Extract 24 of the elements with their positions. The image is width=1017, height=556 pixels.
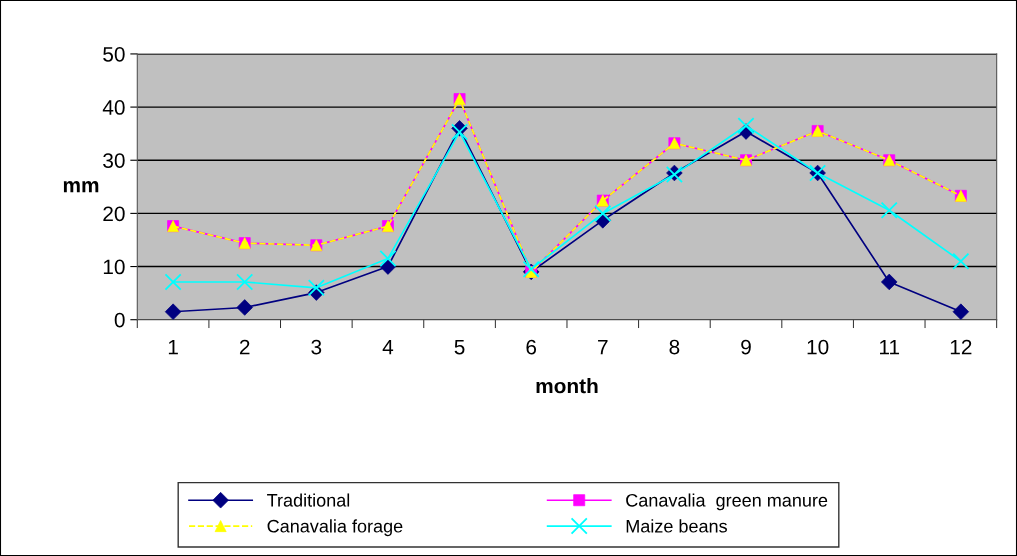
legend-label: Canavalia forage [267, 519, 403, 537]
x-tick-label: 10 [807, 339, 829, 355]
y-axis-title: mm [63, 180, 99, 193]
legend-label: Traditional [267, 493, 350, 507]
x-tick-label: 8 [669, 339, 680, 355]
y-tick-label: 10 [103, 259, 125, 275]
y-tick-label: 50 [103, 46, 125, 62]
y-tick-label: 30 [103, 153, 125, 168]
legend-label: Canavalia green manure [626, 493, 828, 511]
y-tick-label: 0 [114, 312, 125, 328]
x-tick-label: 4 [382, 339, 394, 355]
x-tick-label: 1 [168, 339, 178, 355]
y-tick-label: 20 [103, 206, 125, 222]
legend-label: Maize beans [626, 519, 727, 533]
y-tick-label: 40 [102, 100, 125, 115]
x-tick-label: 5 [454, 339, 465, 355]
x-tick-label: 2 [239, 339, 250, 355]
x-tick-label: 11 [880, 339, 900, 355]
x-axis-title: month [536, 378, 598, 394]
x-tick-label: 6 [526, 339, 537, 355]
x-tick-label: 7 [598, 339, 608, 355]
x-tick-label: 3 [311, 339, 322, 355]
x-tick-label: 12 [950, 339, 972, 355]
x-tick-label: 9 [741, 339, 751, 355]
